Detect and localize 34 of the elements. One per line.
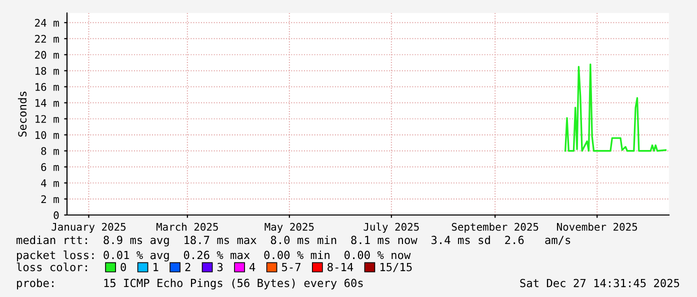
x-tick-label: January 2025 <box>52 222 126 233</box>
x-tick-label: July 2025 <box>364 222 419 233</box>
x-tick-label: November 2025 <box>557 222 638 231</box>
y-tick-label: 10 m <box>36 131 59 139</box>
legend-label: 4 <box>250 262 256 272</box>
y-axis-title: Seconds <box>18 92 27 137</box>
text: Sat Dec 27 14:31:45 2025 <box>520 278 680 288</box>
y-tick-label: 18 m <box>36 66 59 75</box>
text: packet loss: 0.01 % avg 0.26 % max 0.00 % min 0.00 % now <box>17 250 411 262</box>
legend-label: 5-7 <box>282 262 300 272</box>
x-tick-label: May 2025 <box>264 222 314 233</box>
legend-title: loss color: <box>16 262 87 272</box>
y-tick-label: 6 m <box>41 163 59 172</box>
legend-label: 0 <box>120 262 126 272</box>
y-tick-label: 2 m <box>41 195 59 203</box>
text: median rtt: 8.9 ms avg 18.7 ms max 8.0 ms min 8.1 ms now 3.4 ms sd 2.6 am/s <box>16 236 570 246</box>
legend-label: 15/15 <box>380 262 412 272</box>
y-tick-label: 8 m <box>41 147 59 156</box>
y-tick-label: 0 <box>54 211 59 220</box>
y-tick-label: 20 m <box>35 50 59 59</box>
y-tick-label: 4 m <box>41 179 59 187</box>
legend-label: 8-14 <box>328 262 354 272</box>
legend-label: 1 <box>154 262 158 272</box>
x-tick-label: March 2025 <box>156 222 218 231</box>
y-tick-label: 16 m <box>36 83 59 91</box>
y-tick-label: 22 m <box>35 34 59 43</box>
text: probe: 15 ICMP Echo Pings (56 Bytes) every 60s <box>17 278 363 290</box>
line-series <box>564 63 666 152</box>
y-tick-label: 24 m <box>35 18 59 27</box>
x-tick-label: September 2025 <box>452 222 538 233</box>
legend-label: 2 <box>185 262 190 272</box>
y-tick-label: 14 m <box>36 99 59 107</box>
legend-label: 3 <box>217 262 223 272</box>
y-tick-label: 12 m <box>36 115 59 123</box>
